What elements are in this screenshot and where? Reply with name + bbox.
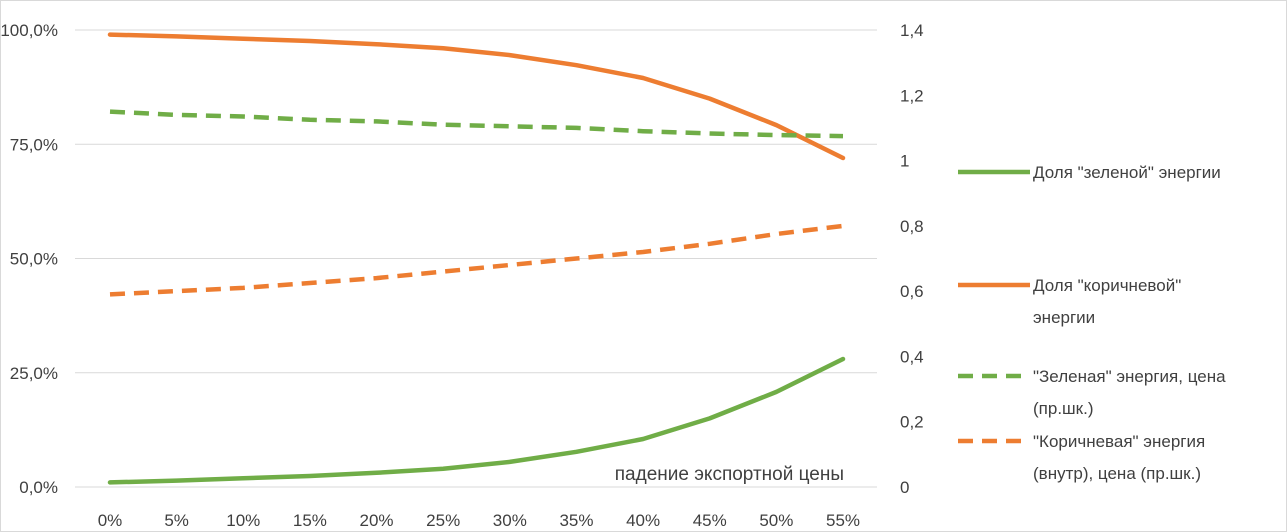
left-tick-label: 25,0% [10, 364, 58, 383]
left-axis: 0,0% 25,0% 50,0% 75,0% 100,0% [0, 21, 58, 497]
legend-label-3: "Зеленая" энергия, цена [1033, 367, 1226, 386]
x-tick-label: 15% [293, 511, 327, 530]
x-tick-label: 55% [826, 511, 860, 530]
left-tick-label: 0,0% [19, 478, 58, 497]
left-tick-label: 50,0% [10, 250, 58, 269]
right-tick-label: 0 [900, 478, 909, 497]
right-tick-label: 1,4 [900, 21, 924, 40]
legend: Доля "зеленой" энергии Доля "коричневой" э… [958, 163, 1226, 483]
x-tick-label: 35% [559, 511, 593, 530]
legend-label-2: Доля "коричневой" [1033, 276, 1181, 295]
x-tick-label: 5% [164, 511, 189, 530]
x-axis: 0% 5% 10% 15% 20% 25% 30% 35% 40% 45% 50% 55% [98, 511, 860, 530]
gridlines [75, 29, 877, 488]
legend-label-1: Доля "зеленой" энергии [1033, 163, 1221, 182]
x-tick-label: 20% [360, 511, 394, 530]
left-tick-label: 75,0% [10, 135, 58, 154]
annotation-text: падение экспортной цены [615, 464, 844, 485]
series-line-1 [107, 356, 846, 485]
left-tick-label: 100,0% [0, 21, 58, 40]
right-tick-label: 0,6 [900, 282, 924, 301]
series-line-2 [107, 32, 846, 161]
right-tick-label: 0,8 [900, 217, 924, 236]
legend-label-3: (пр.шк.) [1033, 399, 1094, 418]
legend-label-4: (внутр), цена (пр.шк.) [1033, 464, 1201, 483]
x-tick-label: 10% [226, 511, 260, 530]
right-tick-label: 1 [900, 152, 909, 171]
legend-label-2: энергии [1033, 308, 1095, 327]
x-tick-label: 40% [626, 511, 660, 530]
series-line-4 [109, 223, 844, 297]
x-tick-label: 25% [426, 511, 460, 530]
legend-label-4: "Коричневая" энергия [1033, 432, 1205, 451]
right-tick-label: 0,4 [900, 347, 924, 366]
right-tick-label: 0,2 [900, 413, 924, 432]
series [107, 32, 846, 485]
x-tick-label: 0% [98, 511, 123, 530]
x-tick-label: 30% [493, 511, 527, 530]
x-tick-label: 50% [759, 511, 793, 530]
right-axis: 0 0,2 0,4 0,6 0,8 1 1,2 1,4 [900, 21, 924, 497]
x-tick-label: 45% [693, 511, 727, 530]
series-line-3 [109, 109, 844, 139]
right-tick-label: 1,2 [900, 86, 924, 105]
